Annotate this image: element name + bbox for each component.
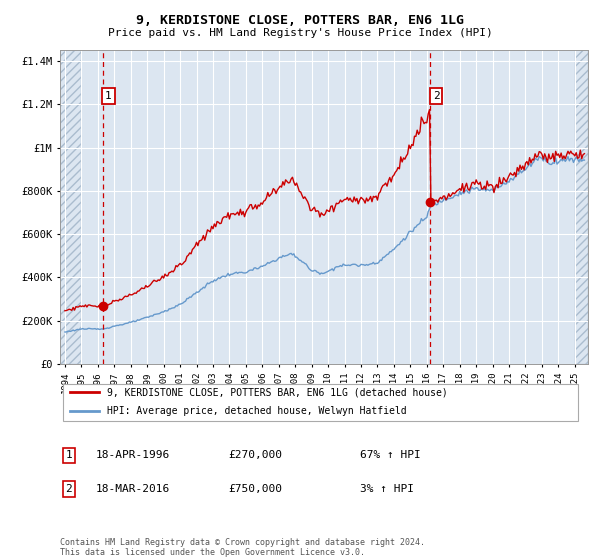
- Text: 67% ↑ HPI: 67% ↑ HPI: [360, 450, 421, 460]
- Text: HPI: Average price, detached house, Welwyn Hatfield: HPI: Average price, detached house, Welw…: [107, 407, 407, 417]
- Text: 1: 1: [65, 450, 73, 460]
- Text: 18-APR-1996: 18-APR-1996: [96, 450, 170, 460]
- Text: Price paid vs. HM Land Registry's House Price Index (HPI): Price paid vs. HM Land Registry's House …: [107, 28, 493, 38]
- Text: 3% ↑ HPI: 3% ↑ HPI: [360, 484, 414, 494]
- Text: Contains HM Land Registry data © Crown copyright and database right 2024.
This d: Contains HM Land Registry data © Crown c…: [60, 538, 425, 557]
- Text: 1: 1: [105, 91, 112, 101]
- Text: 2: 2: [433, 91, 439, 101]
- Text: £750,000: £750,000: [228, 484, 282, 494]
- Text: 18-MAR-2016: 18-MAR-2016: [96, 484, 170, 494]
- Text: 2: 2: [65, 484, 73, 494]
- Text: £270,000: £270,000: [228, 450, 282, 460]
- FancyBboxPatch shape: [62, 384, 578, 421]
- Text: 9, KERDISTONE CLOSE, POTTERS BAR, EN6 1LG (detached house): 9, KERDISTONE CLOSE, POTTERS BAR, EN6 1L…: [107, 387, 448, 397]
- Text: 9, KERDISTONE CLOSE, POTTERS BAR, EN6 1LG: 9, KERDISTONE CLOSE, POTTERS BAR, EN6 1L…: [136, 14, 464, 27]
